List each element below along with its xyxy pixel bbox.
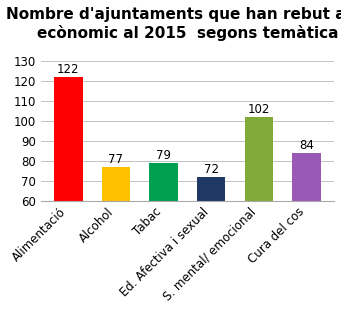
Bar [149, 163, 178, 310]
Title: Nombre d'ajuntaments que han rebut ajut
ecònomic al 2015  segons temàtica: Nombre d'ajuntaments que han rebut ajut … [6, 7, 341, 41]
Bar [54, 77, 83, 310]
Bar [102, 167, 130, 310]
Text: 77: 77 [108, 153, 123, 166]
Text: 79: 79 [156, 149, 171, 162]
Bar [244, 117, 273, 310]
Text: 84: 84 [299, 139, 314, 152]
Bar [292, 153, 321, 310]
Text: 122: 122 [57, 63, 79, 76]
Bar [197, 177, 225, 310]
Text: 102: 102 [248, 103, 270, 116]
Text: 72: 72 [204, 163, 219, 176]
